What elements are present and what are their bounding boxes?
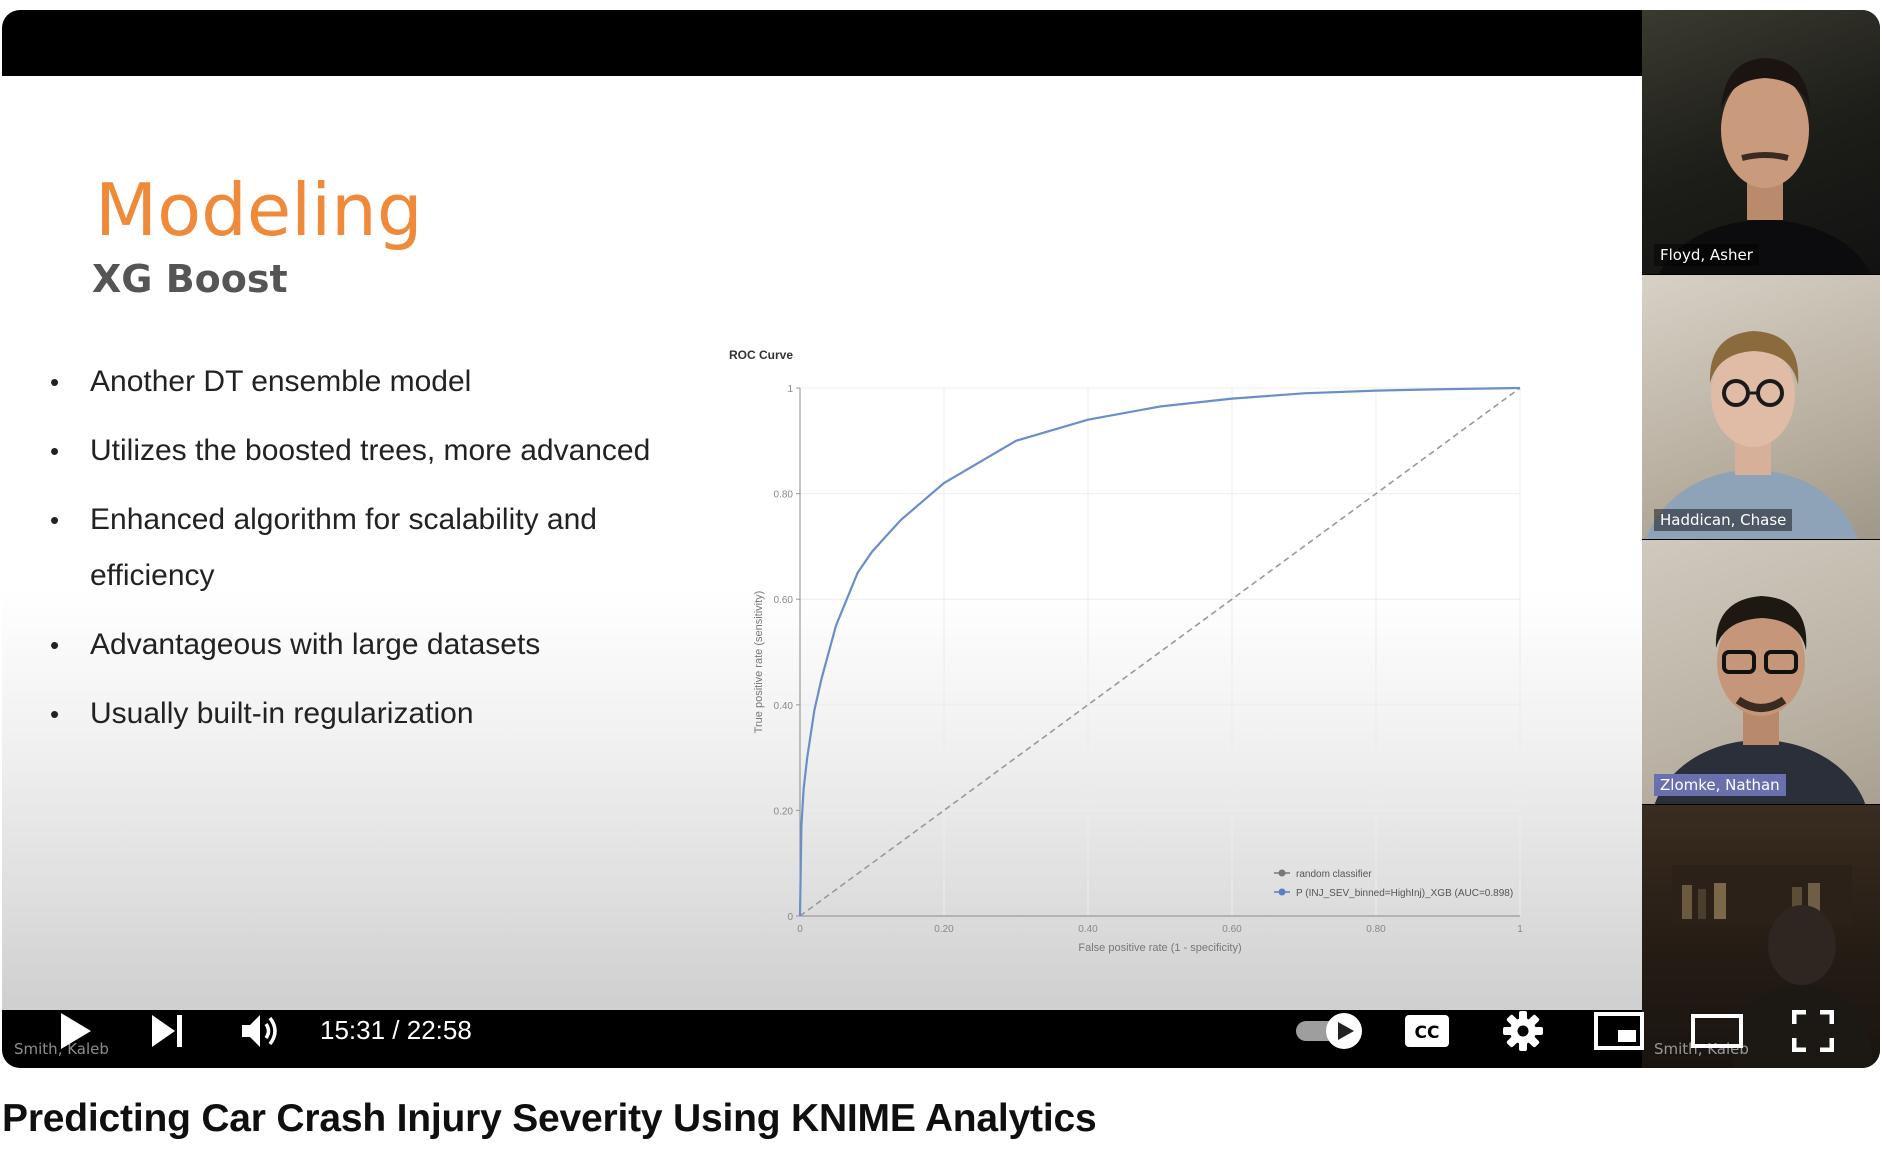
bullet-item: Advantageous with large datasets	[50, 617, 690, 673]
progress-bar[interactable]	[26, 947, 1880, 953]
x-tick-label: 0.60	[1222, 924, 1242, 935]
video-title: Predicting Car Crash Injury Severity Usi…	[2, 1097, 1097, 1140]
y-tick-label: 0.80	[774, 490, 794, 501]
chart-legend: random classifier P (INJ_SEV_binned=High…	[1274, 869, 1513, 899]
theater-mode-button[interactable]	[1690, 1006, 1744, 1056]
duration: 22:58	[406, 1014, 472, 1045]
x-tick-label: 1	[1517, 924, 1523, 935]
chart-series	[798, 386, 1521, 917]
participant-video	[1646, 331, 1858, 539]
autoplay-toggle-icon	[1296, 1013, 1362, 1049]
gear-icon	[1503, 1011, 1543, 1051]
webcam-tile: Haddican, Chase	[1642, 275, 1880, 539]
y-axis-label: True positive rate (sensitivity)	[753, 591, 765, 734]
legend-label-random: random classifier	[1296, 869, 1372, 880]
slide-subtitle: XG Boost	[92, 257, 288, 301]
y-tick-label: 0.20	[774, 806, 794, 817]
x-tick-label: 0.20	[934, 924, 954, 935]
slide: Modeling XG Boost Another DT ensemble mo…	[2, 76, 1642, 1010]
roc-chart: ROC Curve 0 0.20 0.40 0.60 0.80 1 0 0.20 0.40 0.6…	[729, 348, 1524, 954]
volume-button[interactable]	[236, 1006, 286, 1056]
x-tick-label: 0.40	[1078, 924, 1098, 935]
legend-dot-random	[1278, 869, 1286, 877]
webcam-tile: Zlomke, Nathan	[1642, 540, 1880, 804]
participant-name: Zlomke, Nathan	[1654, 774, 1786, 796]
time-display: 15:31 / 22:58	[320, 998, 472, 1062]
next-icon	[152, 1015, 182, 1047]
y-tick-label: 0	[787, 912, 793, 923]
participant-name: Floyd, Asher	[1654, 244, 1759, 266]
y-tick-label: 0.40	[774, 701, 794, 712]
slide-title: Modeling	[95, 168, 423, 252]
participant-webcams: Floyd, Asher Haddican, Chase	[1642, 10, 1880, 1068]
overlay-name-left: Smith, Kaleb	[14, 1040, 109, 1058]
overlay-name-right: Smith, Kaleb	[1654, 1040, 1749, 1058]
settings-button[interactable]	[1498, 1006, 1548, 1056]
chart-axes	[799, 388, 1520, 917]
autoplay-toggle[interactable]	[1290, 1006, 1370, 1056]
next-button[interactable]	[142, 1006, 192, 1056]
legend-label-xgb: P (INJ_SEV_binned=HighInj)_XGB (AUC=0.89…	[1296, 888, 1513, 899]
player-controls: 15:31 / 22:58 CC	[2, 998, 1880, 1068]
play-icon	[61, 1013, 91, 1049]
webcam-tile	[1642, 805, 1880, 1068]
chart-title: ROC Curve	[729, 348, 793, 362]
miniplayer-icon	[1594, 1012, 1644, 1050]
chart-ticks: 0 0.20 0.40 0.60 0.80 1 0 0.20 0.40 0.60 0.80 1	[774, 384, 1524, 935]
video-player[interactable]: Modeling XG Boost Another DT ensemble mo…	[2, 10, 1880, 1068]
svg-text:CC: CC	[1415, 1023, 1440, 1043]
cc-icon: CC	[1405, 1015, 1449, 1047]
x-tick-label: 0	[797, 924, 803, 935]
bullet-item: Utilizes the boosted trees, more advance…	[50, 423, 690, 479]
participant-video	[1654, 596, 1866, 804]
participant-video	[1659, 58, 1871, 274]
bullet-item: Enhanced algorithm for scalability and e…	[50, 492, 690, 604]
random-classifier-line	[799, 387, 1521, 917]
bullet-list: Another DT ensemble model Utilizes the b…	[50, 354, 690, 755]
xgb-roc-line	[798, 386, 1521, 917]
fullscreen-icon	[1792, 1010, 1834, 1052]
play-button[interactable]	[50, 1006, 100, 1056]
fullscreen-button[interactable]	[1786, 1006, 1840, 1056]
time-separator: /	[385, 1014, 407, 1045]
volume-icon	[242, 1015, 277, 1047]
legend-dot-xgb	[1278, 888, 1286, 896]
bullet-item: Another DT ensemble model	[50, 354, 690, 410]
y-tick-label: 1	[787, 384, 793, 395]
bullet-item: Usually built-in regularization	[50, 686, 690, 742]
current-time: 15:31	[320, 1014, 386, 1045]
x-tick-label: 0.80	[1366, 924, 1386, 935]
webcam-tile: Floyd, Asher	[1642, 10, 1880, 274]
theater-icon	[1691, 1014, 1743, 1048]
x-axis-label: False positive rate (1 - specificity)	[1078, 942, 1241, 954]
y-tick-label: 0.60	[774, 595, 794, 606]
participant-name: Haddican, Chase	[1654, 509, 1793, 531]
miniplayer-button[interactable]	[1592, 1006, 1646, 1056]
participant-video	[1672, 865, 1872, 1068]
captions-button[interactable]: CC	[1402, 1006, 1452, 1056]
